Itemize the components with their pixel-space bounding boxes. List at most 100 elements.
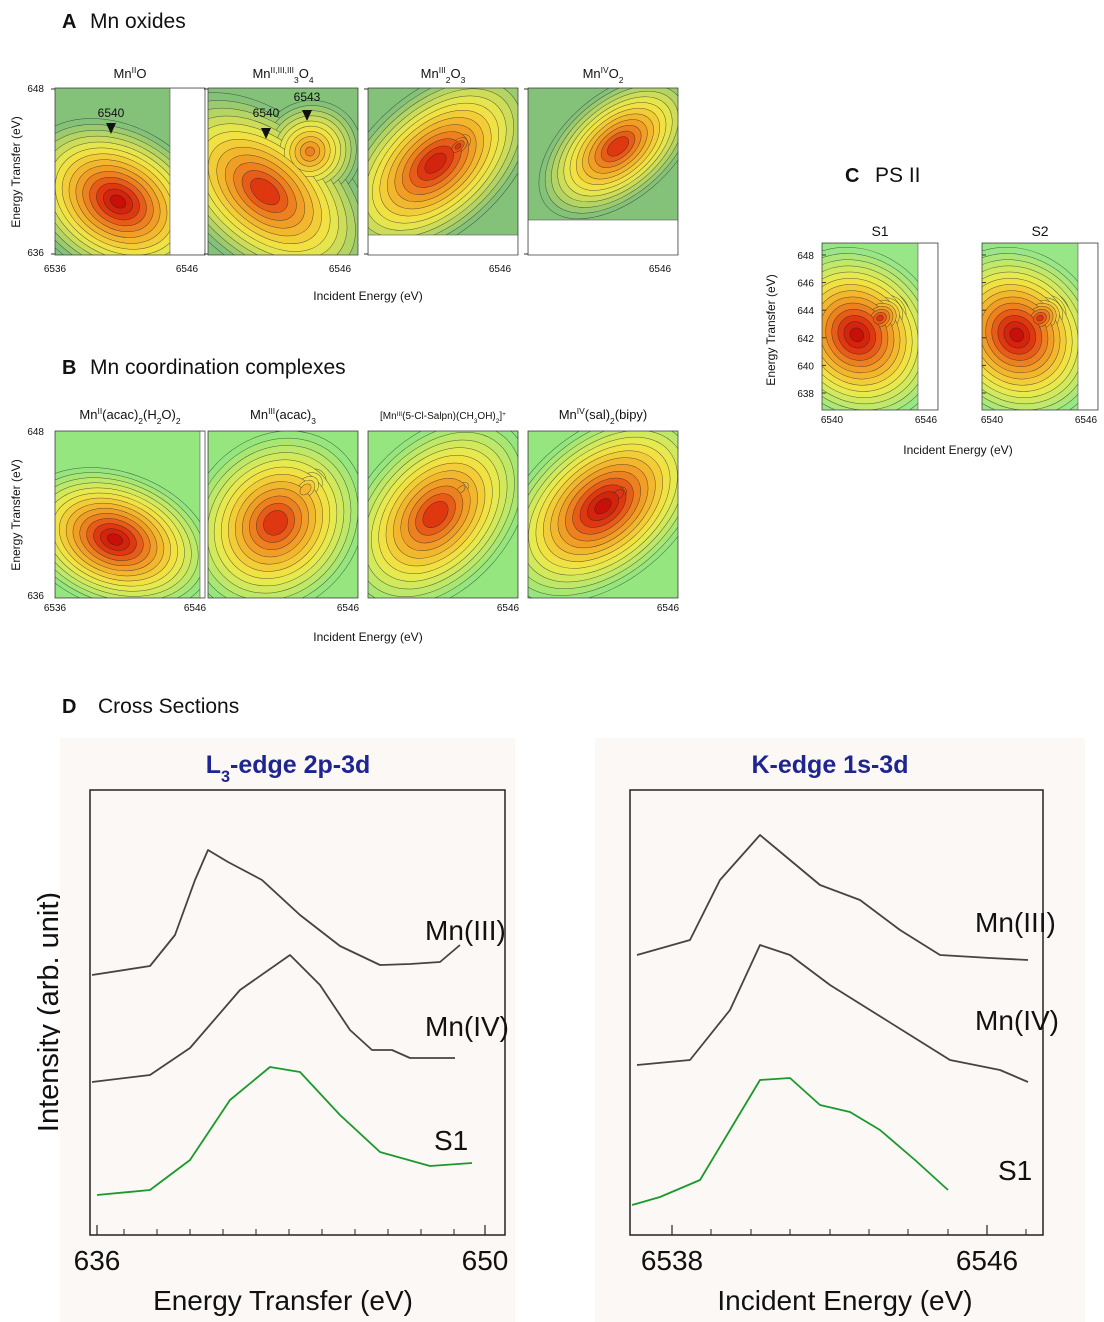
plot-title: S1 [871, 223, 888, 239]
text-segment: O [609, 66, 619, 81]
plot-title: MnIII2O3 [421, 65, 466, 85]
text-segment: Mn [114, 66, 132, 81]
y-tick-label: 646 [797, 279, 814, 290]
text-segment: Mn [252, 66, 270, 81]
x-tick-label: 6546 [184, 603, 207, 614]
axis-title: Energy Transfer (eV) [9, 459, 23, 570]
x-tick-label: 6546 [329, 264, 352, 275]
panel-title: PS II [875, 164, 921, 187]
x-tick-label: 6546 [1075, 415, 1098, 426]
text-segment: (acac) [102, 407, 138, 422]
panel-label: B [62, 357, 76, 379]
blank-region [368, 235, 518, 257]
y-tick-label: 636 [27, 248, 44, 259]
plot-title: MnII,III,III3O4 [252, 65, 313, 85]
y-tick-label: 640 [797, 361, 814, 372]
figure: AMn oxidesMnIIO65366546MnII,III,III3O465… [0, 0, 1104, 1322]
text-segment: 3 [221, 768, 230, 786]
blank-region [528, 220, 678, 257]
text-segment: 2 [176, 416, 181, 426]
x-tick-label: 6536 [44, 603, 67, 614]
plot-title: MnIIO [114, 65, 147, 81]
x-tick-label: 6546 [956, 1245, 1018, 1276]
x-tick-label: 6540 [821, 415, 844, 426]
plot-title: MnIII(acac)3 [250, 406, 316, 426]
y-tick-label: 644 [797, 306, 814, 317]
x-tick-label: 6546 [337, 603, 360, 614]
y-tick-label: 648 [27, 427, 44, 438]
text-segment: O [299, 66, 309, 81]
curve-label: Mn(IV) [975, 1005, 1059, 1036]
text-segment: Mn [559, 407, 577, 422]
y-tick-label: 638 [797, 389, 814, 400]
axis-title: Energy Transfer (eV) [9, 116, 23, 227]
y-tick-label: 642 [797, 334, 814, 345]
panel-label: D [62, 696, 76, 718]
x-tick-label: 6546 [497, 603, 520, 614]
x-tick-label: 6538 [641, 1245, 703, 1276]
text-segment: L [206, 751, 221, 779]
plot-title: S2 [1031, 223, 1048, 239]
text-segment: Mn [421, 66, 439, 81]
text-segment: [Mn [380, 411, 397, 422]
axis-title: Incident Energy (eV) [313, 289, 422, 303]
text-segment: K-edge 1s-3d [752, 751, 909, 779]
plot-title: MnIVO2 [583, 65, 624, 85]
text-segment: OH) [477, 411, 495, 422]
text-segment: -edge 2p-3d [230, 751, 370, 779]
axis-title: Incident Energy (eV) [903, 443, 1012, 457]
peak-annotation: 6543 [294, 90, 321, 104]
x-tick-label: 650 [462, 1245, 509, 1276]
blank-region [1078, 243, 1098, 410]
text-segment: (5-Cl-Salpn)(CH [402, 411, 474, 422]
x-tick-label: 6546 [489, 264, 512, 275]
curve-label: Mn(III) [425, 915, 506, 946]
axis-title: Energy Transfer (eV) [764, 274, 778, 385]
text-segment: O) [161, 407, 175, 422]
panel-title: Mn coordination complexes [90, 356, 346, 379]
x-tick-label: 6546 [657, 603, 680, 614]
curve-label: S1 [998, 1155, 1032, 1186]
curve-label: Mn(IV) [425, 1011, 509, 1042]
text-segment: III [268, 406, 275, 416]
text-segment: O [136, 66, 146, 81]
text-segment: (sal) [585, 407, 610, 422]
text-segment: III [439, 65, 446, 75]
peak-annotation: 6540 [98, 106, 125, 120]
y-tick-label: 648 [27, 84, 44, 95]
text-segment: Mn [250, 407, 268, 422]
x-tick-label: 6546 [176, 264, 199, 275]
plot-title: K-edge 1s-3d [752, 751, 909, 779]
text-segment: 4 [309, 75, 314, 85]
axis-title: Incident Energy (eV) [313, 630, 422, 644]
curve-label: S1 [434, 1125, 468, 1156]
blank-region [918, 243, 938, 410]
text-segment: (bipy) [615, 407, 648, 422]
plot-title: [MnIII(5-Cl-Salpn)(CH3OH)2]+ [380, 411, 506, 425]
axis-title: Energy Transfer (eV) [153, 1285, 413, 1316]
axis-title: Incident Energy (eV) [717, 1285, 972, 1316]
x-tick-label: 6546 [649, 264, 672, 275]
x-tick-label: 6540 [981, 415, 1004, 426]
x-tick-label: 636 [74, 1245, 121, 1276]
y-tick-label: 636 [27, 591, 44, 602]
text-segment: Mn [583, 66, 601, 81]
y-tick-label: 648 [797, 251, 814, 262]
text-segment: Mn [79, 407, 97, 422]
text-segment: (H [143, 407, 157, 422]
blank-region [170, 88, 210, 255]
panel-title: Mn oxides [90, 10, 186, 33]
x-tick-label: 6536 [44, 264, 67, 275]
text-segment: II,III,III [271, 65, 294, 75]
curve-label: Mn(III) [975, 907, 1056, 938]
text-segment: + [502, 411, 506, 418]
plot-title: MnII(acac)2(H2O)2 [79, 406, 180, 426]
peak-annotation: 6540 [253, 106, 280, 120]
text-segment: 3 [461, 75, 466, 85]
x-tick-label: 6546 [915, 415, 938, 426]
plot-title: MnIV(sal)2(bipy) [559, 406, 648, 426]
text-segment: 2 [619, 75, 624, 85]
panel-label: C [845, 165, 859, 187]
text-segment: 3 [311, 416, 316, 426]
panel-title: Cross Sections [98, 695, 239, 718]
